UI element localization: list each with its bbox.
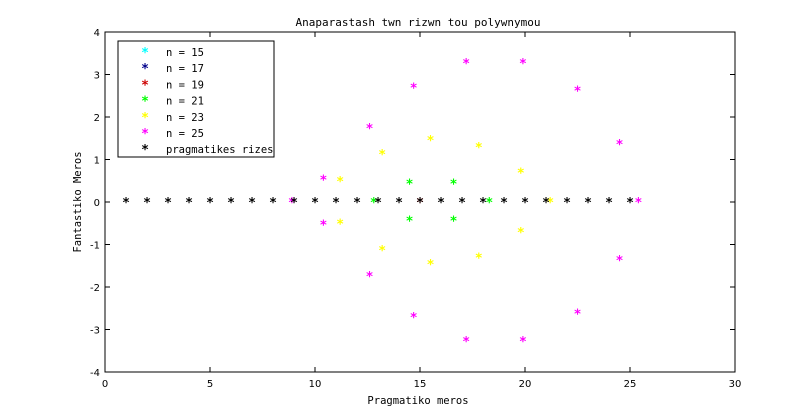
data-point: *	[437, 196, 445, 211]
data-point: *	[164, 196, 172, 211]
data-point: *	[395, 196, 403, 211]
data-point: *	[475, 251, 483, 266]
data-point: *	[563, 196, 571, 211]
legend-marker: *	[141, 143, 149, 158]
data-point: *	[378, 148, 386, 163]
data-point: *	[519, 57, 527, 72]
chart-title: Anaparastash twn rizwn tou polywnymou	[295, 16, 540, 29]
data-point: *	[185, 196, 193, 211]
y-tick-label: 3	[94, 71, 100, 82]
y-tick-label: -4	[90, 368, 100, 379]
data-point: *	[366, 270, 374, 285]
x-tick-label: 15	[414, 379, 427, 390]
x-tick-label: 10	[309, 379, 322, 390]
data-point: *	[374, 196, 382, 211]
legend-label: n = 19	[166, 79, 204, 91]
data-point: *	[462, 335, 470, 350]
data-point: *	[542, 196, 550, 211]
legend-label: n = 15	[166, 47, 204, 59]
data-point: *	[248, 196, 256, 211]
data-point: *	[634, 196, 642, 211]
legend-marker: *	[141, 111, 149, 126]
data-point: *	[584, 196, 592, 211]
data-markers: *********************************** * * * * *…	[122, 57, 642, 350]
y-tick-label: -3	[90, 326, 100, 337]
data-point: *	[626, 196, 634, 211]
data-point: *	[462, 57, 470, 72]
x-tick-label: 5	[207, 379, 213, 390]
data-point: *	[574, 307, 582, 322]
data-point: *	[269, 196, 277, 211]
data-point: *	[500, 196, 508, 211]
data-point: *	[450, 215, 458, 230]
data-point: *	[122, 196, 130, 211]
data-point: *	[410, 311, 418, 326]
x-tick-label: 20	[519, 379, 532, 390]
data-point: *	[574, 85, 582, 100]
data-point: *	[288, 196, 296, 211]
data-point: *	[406, 215, 414, 230]
data-point: *	[353, 196, 361, 211]
data-point: *	[519, 335, 527, 350]
data-point: *	[475, 141, 483, 156]
data-point: *	[227, 196, 235, 211]
axis-ticks: 0 5 10 15 20 25 30 -4 -3 -2 -1 0 1 2 3 4	[90, 28, 741, 390]
data-point: *	[336, 217, 344, 232]
y-axis-label: Fantastiko Meros	[72, 151, 84, 252]
x-tick-label: 30	[729, 379, 742, 390]
legend-marker: *	[141, 127, 149, 142]
data-point: *	[616, 254, 624, 269]
data-point: *	[427, 258, 435, 273]
data-point: *	[546, 196, 554, 211]
data-point: *	[319, 173, 327, 188]
data-point: *	[290, 196, 298, 211]
data-point: *	[479, 196, 487, 211]
legend-label: n = 17	[166, 63, 204, 75]
x-axis-label: Pragmatiko meros	[367, 395, 468, 407]
data-point: *	[366, 122, 374, 137]
legend: * n = 15 * n = 17 * n = 19 * n = 21 * n = 23 * n = …	[117, 40, 275, 158]
data-point: *	[336, 175, 344, 190]
legend-marker: *	[141, 62, 149, 77]
data-point: *	[410, 81, 418, 96]
y-tick-label: 2	[94, 113, 100, 124]
data-point: *	[378, 244, 386, 259]
legend-items: * n = 15 * n = 17 * n = 19 * n = 21 * n = 23 * n = …	[141, 46, 273, 158]
y-tick-label: -2	[90, 283, 100, 294]
x-tick-label: 0	[102, 379, 108, 390]
data-point: *	[616, 138, 624, 153]
data-point: *	[206, 196, 214, 211]
legend-label: pragmatikes rizes	[166, 144, 273, 156]
data-point: *	[517, 166, 525, 181]
data-point: *	[521, 196, 529, 211]
data-point: *	[517, 226, 525, 241]
y-tick-label: 4	[94, 28, 100, 39]
legend-marker: *	[141, 78, 149, 93]
data-point: *	[450, 177, 458, 192]
data-point: *	[458, 196, 466, 211]
data-point: *	[143, 196, 151, 211]
data-point: *	[416, 196, 424, 211]
y-tick-label: 1	[94, 156, 100, 167]
legend-box	[117, 40, 275, 158]
legend-label: n = 21	[166, 96, 204, 108]
data-point: *	[319, 219, 327, 234]
data-point: *	[406, 177, 414, 192]
data-point: *	[416, 196, 424, 211]
legend-label: n = 23	[166, 112, 204, 124]
x-tick-label: 25	[624, 379, 637, 390]
y-tick-label: 0	[94, 198, 100, 209]
legend-marker: *	[141, 46, 149, 61]
data-point: *	[485, 196, 493, 211]
data-point: *	[427, 134, 435, 149]
y-tick-label: -1	[90, 241, 100, 252]
legend-marker: *	[141, 95, 149, 110]
data-point: *	[311, 196, 319, 211]
legend-label: n = 25	[166, 128, 204, 140]
data-point: *	[370, 196, 378, 211]
data-point: *	[605, 196, 613, 211]
data-point: *	[332, 196, 340, 211]
